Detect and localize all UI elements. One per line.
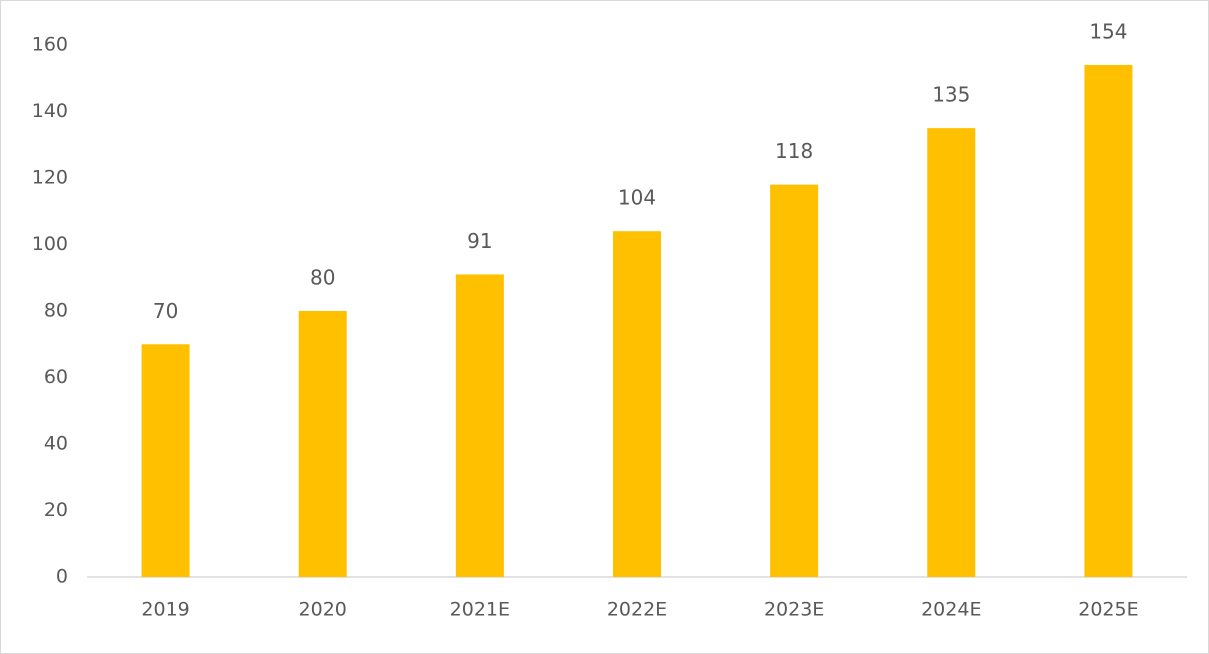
data-label: 118 bbox=[775, 139, 813, 163]
bar bbox=[298, 311, 347, 577]
x-tick-label: 2024E bbox=[921, 599, 981, 621]
bar bbox=[770, 184, 819, 577]
bar bbox=[455, 274, 504, 577]
y-tick-label: 60 bbox=[44, 366, 68, 388]
y-tick-label: 120 bbox=[32, 167, 68, 189]
bar bbox=[1084, 64, 1133, 577]
data-label: 91 bbox=[467, 229, 492, 253]
data-label: 104 bbox=[618, 186, 656, 210]
y-tick-label: 40 bbox=[44, 433, 68, 455]
x-tick-label: 2025E bbox=[1078, 599, 1138, 621]
y-tick-label: 20 bbox=[44, 499, 68, 521]
bar bbox=[613, 231, 661, 577]
y-tick-label: 0 bbox=[56, 566, 68, 588]
y-tick-label: 100 bbox=[32, 233, 68, 255]
bar bbox=[141, 344, 190, 577]
x-tick-label: 2020 bbox=[299, 599, 347, 621]
y-tick-label: 80 bbox=[44, 300, 68, 322]
data-label: 70 bbox=[153, 299, 178, 323]
y-tick-label: 140 bbox=[32, 100, 68, 122]
x-tick-label: 2019 bbox=[141, 599, 189, 621]
bar bbox=[927, 128, 976, 577]
x-tick-label: 2022E bbox=[607, 599, 667, 621]
y-tick-label: 160 bbox=[32, 34, 68, 56]
x-tick-label: 2021E bbox=[450, 599, 510, 621]
x-tick-label: 2023E bbox=[764, 599, 824, 621]
data-label: 135 bbox=[932, 83, 970, 107]
data-label: 154 bbox=[1089, 19, 1127, 43]
data-label: 80 bbox=[310, 266, 335, 290]
